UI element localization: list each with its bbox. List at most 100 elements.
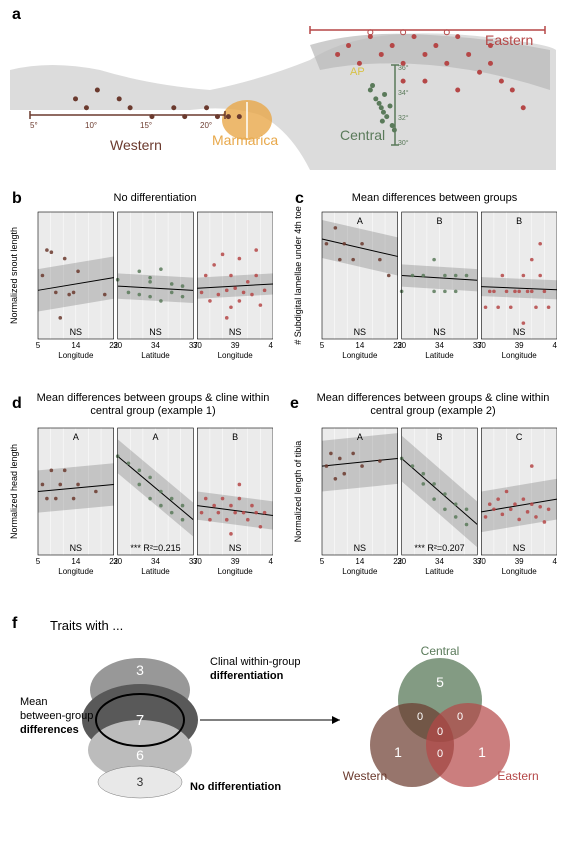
central-label: Central xyxy=(340,127,385,143)
map-svg: 5° 10° 15° 20° 36° 34° 32° 30° Western M… xyxy=(10,10,556,170)
data-point xyxy=(530,502,534,506)
data-point xyxy=(530,258,534,262)
data-point xyxy=(148,476,152,480)
nodiff-label: No differentiation xyxy=(190,781,281,793)
data-point xyxy=(148,280,152,284)
significance-annot: NS xyxy=(433,327,446,337)
svg-text:30: 30 xyxy=(477,557,486,566)
x-axis-label: Longitude xyxy=(58,567,94,576)
data-point xyxy=(526,290,530,294)
data-point xyxy=(181,504,185,508)
data-point xyxy=(242,511,246,515)
svg-text:30: 30 xyxy=(113,557,122,566)
panel-e: Normalized length of tibiaANS51422Longit… xyxy=(292,422,557,577)
data-point xyxy=(443,507,447,511)
marmarica-label: Marmarica xyxy=(212,132,278,148)
panel-e-label: e xyxy=(290,395,299,413)
panel-b: Normalized snout lengthNS51422LongitudeN… xyxy=(8,206,273,361)
data-point xyxy=(543,290,547,294)
data-point xyxy=(238,257,242,261)
svg-text:30°: 30° xyxy=(398,139,409,147)
sample-point xyxy=(401,79,406,84)
y-axis-title: Normalized head length xyxy=(9,444,19,539)
venn-mid-n: 7 xyxy=(136,712,144,729)
svg-text:48: 48 xyxy=(553,341,557,350)
sample-point xyxy=(226,114,231,119)
sample-point xyxy=(215,114,220,119)
data-point xyxy=(246,518,250,522)
svg-text:14: 14 xyxy=(71,341,80,350)
data-point xyxy=(170,497,174,501)
scatter-svg: Normalized length of tibiaANS51422Longit… xyxy=(292,422,557,577)
data-point xyxy=(387,274,391,278)
data-point xyxy=(76,483,80,487)
data-point xyxy=(54,497,58,501)
data-point xyxy=(443,492,447,496)
data-point xyxy=(45,497,49,501)
data-point xyxy=(229,532,233,536)
sample-point xyxy=(380,119,385,124)
significance-annot: NS xyxy=(354,543,367,553)
venn-western-n: 1 xyxy=(394,744,402,760)
sample-point xyxy=(422,79,427,84)
data-point xyxy=(421,472,425,476)
svg-text:14: 14 xyxy=(71,557,80,566)
data-point xyxy=(208,299,212,303)
data-point xyxy=(522,274,526,278)
sample-point xyxy=(370,83,375,88)
data-point xyxy=(411,274,415,278)
panel-f-svg: 3 7 6 3 Mean between-group differences C… xyxy=(10,625,556,845)
mean-label-3: differences xyxy=(20,724,79,736)
data-point xyxy=(360,242,364,246)
data-point xyxy=(513,502,517,506)
data-point xyxy=(334,477,338,481)
panel-c: # Subdigital lamellae under 4th toeANS51… xyxy=(292,206,557,361)
svg-text:14: 14 xyxy=(355,557,364,566)
svg-text:30: 30 xyxy=(193,341,202,350)
data-point xyxy=(465,507,469,511)
significance-annot: NS xyxy=(229,543,242,553)
data-point xyxy=(360,464,364,468)
data-point xyxy=(137,469,141,473)
data-point xyxy=(443,290,447,294)
data-point xyxy=(238,483,242,487)
data-point xyxy=(229,504,233,508)
data-point xyxy=(170,511,174,515)
sample-point xyxy=(204,105,209,110)
data-point xyxy=(233,286,237,290)
panel-e-title: Mean differences between groups & cline … xyxy=(308,392,558,417)
sample-point xyxy=(237,114,242,119)
x-axis-label: Latitude xyxy=(425,351,454,360)
significance-annot: *** R²=0.207 xyxy=(414,543,464,553)
data-point xyxy=(72,291,76,295)
data-point xyxy=(517,518,521,522)
svg-text:5: 5 xyxy=(320,557,325,566)
x-axis-label: Longitude xyxy=(218,351,254,360)
y-axis-title: Normalized length of tibia xyxy=(293,441,303,543)
data-point xyxy=(329,452,333,456)
svg-text:39: 39 xyxy=(515,557,524,566)
sample-point xyxy=(95,88,100,93)
data-point xyxy=(534,305,538,309)
y-axis-title: # Subdigital lamellae under 4th toe xyxy=(293,206,303,345)
svg-text:20°: 20° xyxy=(200,121,212,130)
venn-central-n: 5 xyxy=(436,674,444,690)
sample-point xyxy=(381,110,386,115)
scatter-svg: Normalized snout lengthNS51422LongitudeN… xyxy=(8,206,273,361)
data-point xyxy=(204,497,208,501)
x-axis-label: Latitude xyxy=(141,567,170,576)
svg-text:30: 30 xyxy=(113,341,122,350)
data-point xyxy=(454,515,458,519)
sample-point xyxy=(433,43,438,48)
sample-point xyxy=(499,79,504,84)
group-letter: B xyxy=(436,432,442,442)
data-point xyxy=(58,316,62,320)
data-point xyxy=(351,258,355,262)
data-point xyxy=(496,497,500,501)
sample-point xyxy=(488,43,493,48)
svg-text:34: 34 xyxy=(435,557,444,566)
data-point xyxy=(443,274,447,278)
clinal-label-1: Clinal within-group xyxy=(210,656,301,668)
data-point xyxy=(526,510,530,514)
sample-point xyxy=(422,52,427,57)
